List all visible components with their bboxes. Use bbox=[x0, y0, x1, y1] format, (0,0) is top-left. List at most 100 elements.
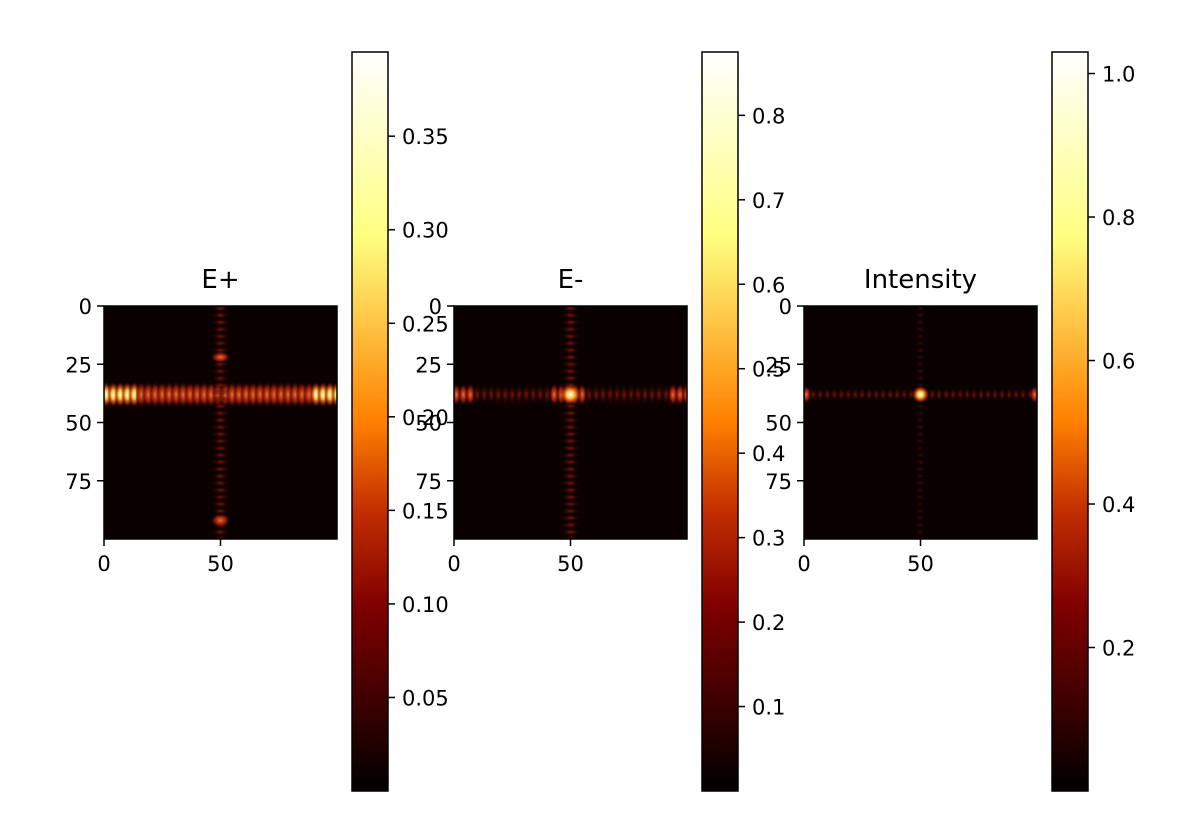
chart-title-2: E- bbox=[558, 265, 584, 295]
heatmap-spot bbox=[844, 387, 853, 402]
colorbar-tick-label: 0.5 bbox=[752, 358, 785, 382]
colorbar-tick-label: 0.30 bbox=[402, 219, 449, 243]
colorbar-tick-label: 0.15 bbox=[402, 499, 449, 523]
heatmap-spot bbox=[211, 465, 230, 474]
heatmap-spot bbox=[633, 383, 644, 406]
colorbar-1-frame bbox=[351, 51, 389, 792]
x-tick-label: 0 bbox=[97, 552, 110, 576]
heatmap-spot bbox=[479, 383, 490, 406]
heatmap-spot bbox=[915, 445, 926, 452]
heatmap-spot bbox=[535, 383, 546, 406]
colorbar-tick-label: 0.10 bbox=[402, 593, 449, 617]
heatmap-spot bbox=[886, 387, 895, 402]
heatmap-spot bbox=[915, 347, 926, 354]
colorbar-tick-label: 0.4 bbox=[752, 442, 785, 466]
heatmap-spot bbox=[521, 383, 532, 406]
heatmap-spot bbox=[915, 333, 926, 340]
heatmap-spot bbox=[211, 332, 230, 341]
colorbar-tick-label: 0.3 bbox=[752, 527, 785, 551]
heatmap-spot bbox=[911, 385, 930, 404]
heatmap-spot bbox=[804, 385, 812, 404]
colorbar-3 bbox=[1052, 52, 1088, 791]
colorbar-tick-label: 0.2 bbox=[1102, 637, 1135, 661]
heatmap-spot bbox=[915, 508, 926, 515]
heatmap-spot bbox=[560, 500, 581, 509]
colorbar-tick-label: 0.6 bbox=[752, 273, 785, 297]
panel-2: E- 0 25 50 75 0 50 0.1 0.2 0.3 0.4 0.5 0.6 0.7 0.8 bbox=[415, 51, 785, 792]
y-tick-label: 0 bbox=[79, 295, 92, 319]
heatmap-spot bbox=[560, 346, 581, 355]
heatmap-spot bbox=[465, 383, 476, 406]
heatmap-spot bbox=[560, 353, 581, 362]
heatmap-spot bbox=[915, 417, 926, 424]
x-tick-label: 50 bbox=[907, 552, 934, 576]
y-tick-label: 0 bbox=[779, 295, 792, 319]
heatmap-spot bbox=[210, 351, 231, 364]
heatmap-3-pattern bbox=[804, 306, 1037, 539]
heatmap-spot bbox=[915, 319, 926, 326]
heatmap-spot bbox=[612, 383, 623, 406]
heatmap-spot bbox=[211, 535, 230, 539]
heatmap-spot bbox=[560, 493, 581, 502]
heatmap-spot bbox=[915, 375, 926, 382]
heatmap-spot bbox=[560, 465, 581, 474]
heatmap-spot bbox=[956, 387, 965, 402]
heatmap-spot bbox=[915, 340, 926, 347]
x-tick-label: 50 bbox=[557, 552, 584, 576]
colorbar-tick-label: 0.05 bbox=[402, 686, 449, 710]
heatmap-spot bbox=[560, 451, 581, 460]
colorbar-1 bbox=[352, 52, 388, 791]
chart-title-3: Intensity bbox=[864, 265, 977, 295]
heatmap-spot bbox=[915, 487, 926, 494]
heatmap-spot bbox=[549, 383, 560, 406]
colorbar-tick-label: 0.8 bbox=[752, 104, 785, 128]
heatmap-spot bbox=[915, 480, 926, 487]
heatmap-spot bbox=[528, 383, 539, 406]
heatmap-spot bbox=[211, 507, 230, 516]
heatmap-spot bbox=[560, 306, 581, 313]
y-tick-label: 25 bbox=[765, 353, 792, 377]
heatmap-spot bbox=[915, 501, 926, 508]
colorbar-tick-label: 0.20 bbox=[402, 406, 449, 430]
heatmap-spot bbox=[915, 522, 926, 529]
heatmap-spot bbox=[1029, 385, 1037, 404]
heatmap-spot bbox=[560, 458, 581, 467]
heatmap-spot bbox=[1005, 387, 1014, 402]
heatmap-spot bbox=[211, 451, 230, 460]
heatmap-spot bbox=[1019, 387, 1028, 402]
heatmap-spot bbox=[816, 387, 825, 402]
heatmap-spot bbox=[560, 444, 581, 453]
heatmap-spot bbox=[915, 361, 926, 368]
heatmap-spot bbox=[211, 486, 230, 495]
y-tick-label: 75 bbox=[415, 470, 442, 494]
colorbar-tick-label: 1.0 bbox=[1102, 63, 1135, 87]
heatmap-spot bbox=[211, 339, 230, 348]
y-tick-label: 25 bbox=[415, 353, 442, 377]
heatmap-spot bbox=[560, 416, 581, 425]
heatmap-spot bbox=[942, 387, 951, 402]
heatmap-spot bbox=[935, 387, 944, 402]
y-tick-label: 50 bbox=[65, 412, 92, 436]
heatmap-spot bbox=[560, 437, 581, 446]
chart-title-1: E+ bbox=[201, 265, 239, 295]
heatmap-spot bbox=[879, 387, 888, 402]
heatmap-spot bbox=[809, 387, 818, 402]
heatmap-spot bbox=[654, 383, 665, 406]
heatmap-spot bbox=[331, 381, 337, 408]
heatmap-spot bbox=[984, 387, 993, 402]
heatmap-spot bbox=[963, 387, 972, 402]
heatmap-spot bbox=[560, 318, 581, 327]
colorbar-tick-label: 0.6 bbox=[1102, 350, 1135, 374]
heatmap-spot bbox=[211, 381, 230, 390]
colorbar-tick-label: 0.7 bbox=[752, 189, 785, 213]
heatmap-spot bbox=[915, 515, 926, 522]
heatmap-spot bbox=[211, 402, 230, 411]
panel-3: Intensity 0 25 50 75 0 50 0.2 0.4 0.6 0.8 1.0 bbox=[765, 51, 1135, 792]
heatmap-spot bbox=[872, 387, 881, 402]
heatmap-spot bbox=[211, 325, 230, 334]
heatmap-spot bbox=[830, 387, 839, 402]
colorbar-tick-label: 0.2 bbox=[752, 611, 785, 635]
heatmap-spot bbox=[915, 368, 926, 375]
heatmap-spot bbox=[598, 383, 609, 406]
